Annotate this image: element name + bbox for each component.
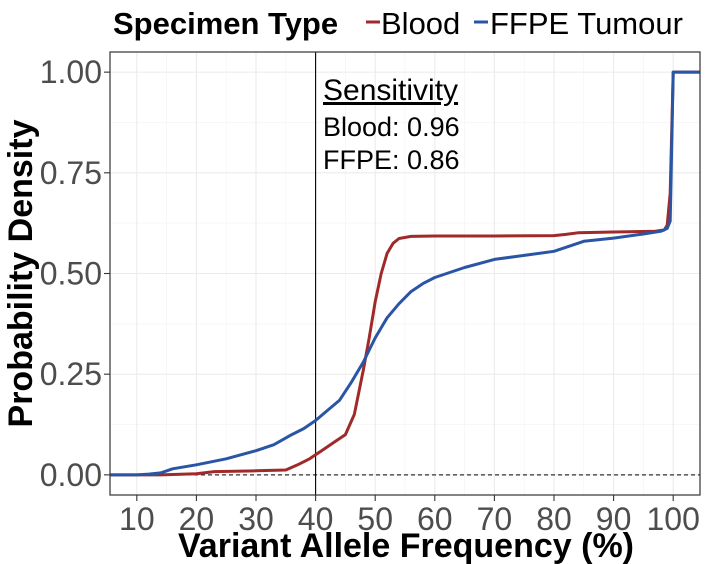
x-tick-label: 20	[179, 501, 215, 537]
y-axis: 0.00 0.25 0.50 0.75 1.00	[40, 54, 110, 493]
x-axis-title: Variant Allele Frequency (%)	[178, 527, 634, 564]
x-tick-label: 80	[536, 501, 572, 537]
legend-label-blood: Blood	[381, 6, 460, 41]
y-tick-label: 0.25	[40, 356, 102, 392]
annotation-line-ffpe: FFPE: 0.86	[323, 145, 460, 175]
sensitivity-annotation: Sensitivity Blood: 0.96 FFPE: 0.86	[323, 74, 460, 175]
y-tick-label: 0.50	[40, 256, 102, 292]
y-axis-title: Probability Density	[2, 119, 40, 427]
x-tick-label: 60	[417, 501, 453, 537]
x-tick-label: 10	[119, 501, 155, 537]
x-tick-label: 90	[596, 501, 632, 537]
x-tick-label: 70	[477, 501, 513, 537]
annotation-line-blood: Blood: 0.96	[323, 112, 460, 142]
x-tick-label: 40	[298, 501, 334, 537]
annotation-heading: Sensitivity	[323, 74, 458, 107]
series-line-blood	[110, 70, 700, 477]
y-tick-label: 0.00	[40, 457, 102, 493]
x-tick-label: 50	[357, 501, 393, 537]
series-layer	[110, 70, 700, 477]
y-tick-label: 1.00	[40, 54, 102, 90]
legend-title: Specimen Type	[113, 6, 338, 41]
plot-area	[109, 51, 701, 496]
legend: Specimen Type Blood FFPE Tumour	[113, 6, 683, 41]
x-tick-label: 30	[238, 501, 274, 537]
y-tick-label: 0.75	[40, 155, 102, 191]
x-tick-label: 100	[646, 501, 699, 537]
series-line-ffpe-tumour	[110, 70, 700, 477]
x-axis: 10 20 30 40 50 60 70 80 90 100	[119, 495, 700, 537]
legend-label-ffpe: FFPE Tumour	[490, 6, 683, 41]
